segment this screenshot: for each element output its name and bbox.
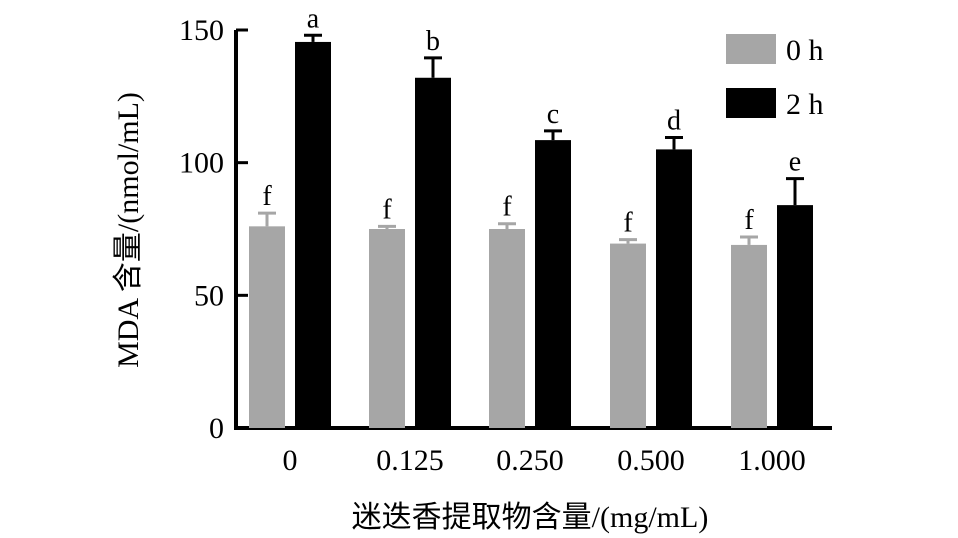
x-tick-label: 0.500 xyxy=(617,444,685,477)
legend: 0 h 2 h xyxy=(726,34,824,121)
y-axis-title: MDA 含量/(nmol/mL) xyxy=(112,92,145,368)
y-tick-label: 0 xyxy=(209,412,224,445)
bar-2h xyxy=(656,149,692,428)
legend-swatch xyxy=(726,34,776,64)
y-tick-label: 150 xyxy=(179,14,224,47)
bar-0h xyxy=(489,229,525,428)
significance-label: f xyxy=(744,205,754,236)
significance-label: a xyxy=(307,3,320,34)
significance-label: f xyxy=(382,194,392,225)
bar-0h xyxy=(731,244,767,428)
legend-label: 0 h xyxy=(786,34,824,67)
bars-layer xyxy=(249,41,813,428)
significance-label: f xyxy=(262,181,272,212)
bar-0h xyxy=(369,229,405,428)
y-tick-label: 50 xyxy=(194,279,224,312)
y-tick-label: 100 xyxy=(179,147,224,180)
y-axis: 0 50 100 150 xyxy=(179,14,248,445)
x-tick-label: 0 xyxy=(283,444,298,477)
x-ticks: 0 0.125 0.250 0.500 1.000 xyxy=(283,444,806,477)
significance-label: d xyxy=(667,105,681,136)
bar-2h xyxy=(777,205,813,428)
legend-swatch xyxy=(726,88,776,118)
significance-label: f xyxy=(623,208,633,239)
bar-0h xyxy=(249,226,285,428)
error-bars-layer xyxy=(258,33,804,245)
legend-label: 2 h xyxy=(786,88,824,121)
bar-0h xyxy=(610,243,646,428)
significance-label: f xyxy=(502,192,512,223)
significance-label: b xyxy=(426,26,440,57)
x-tick-label: 0.250 xyxy=(496,444,564,477)
x-tick-label: 0.125 xyxy=(376,444,444,477)
significance-label: e xyxy=(789,147,801,178)
x-axis-title: 迷迭香提取物含量/(mg/mL) xyxy=(352,501,709,534)
bar-2h xyxy=(415,77,451,428)
significance-labels-layer: f f f f f a b c d e xyxy=(262,3,801,238)
bar-2h xyxy=(295,41,331,428)
x-axis: 0 0.125 0.250 0.500 1.000 xyxy=(234,426,832,477)
significance-label: c xyxy=(547,99,559,130)
y-ticks: 0 50 100 150 xyxy=(179,14,248,445)
x-tick-label: 1.000 xyxy=(738,444,806,477)
bar-2h xyxy=(535,140,571,428)
